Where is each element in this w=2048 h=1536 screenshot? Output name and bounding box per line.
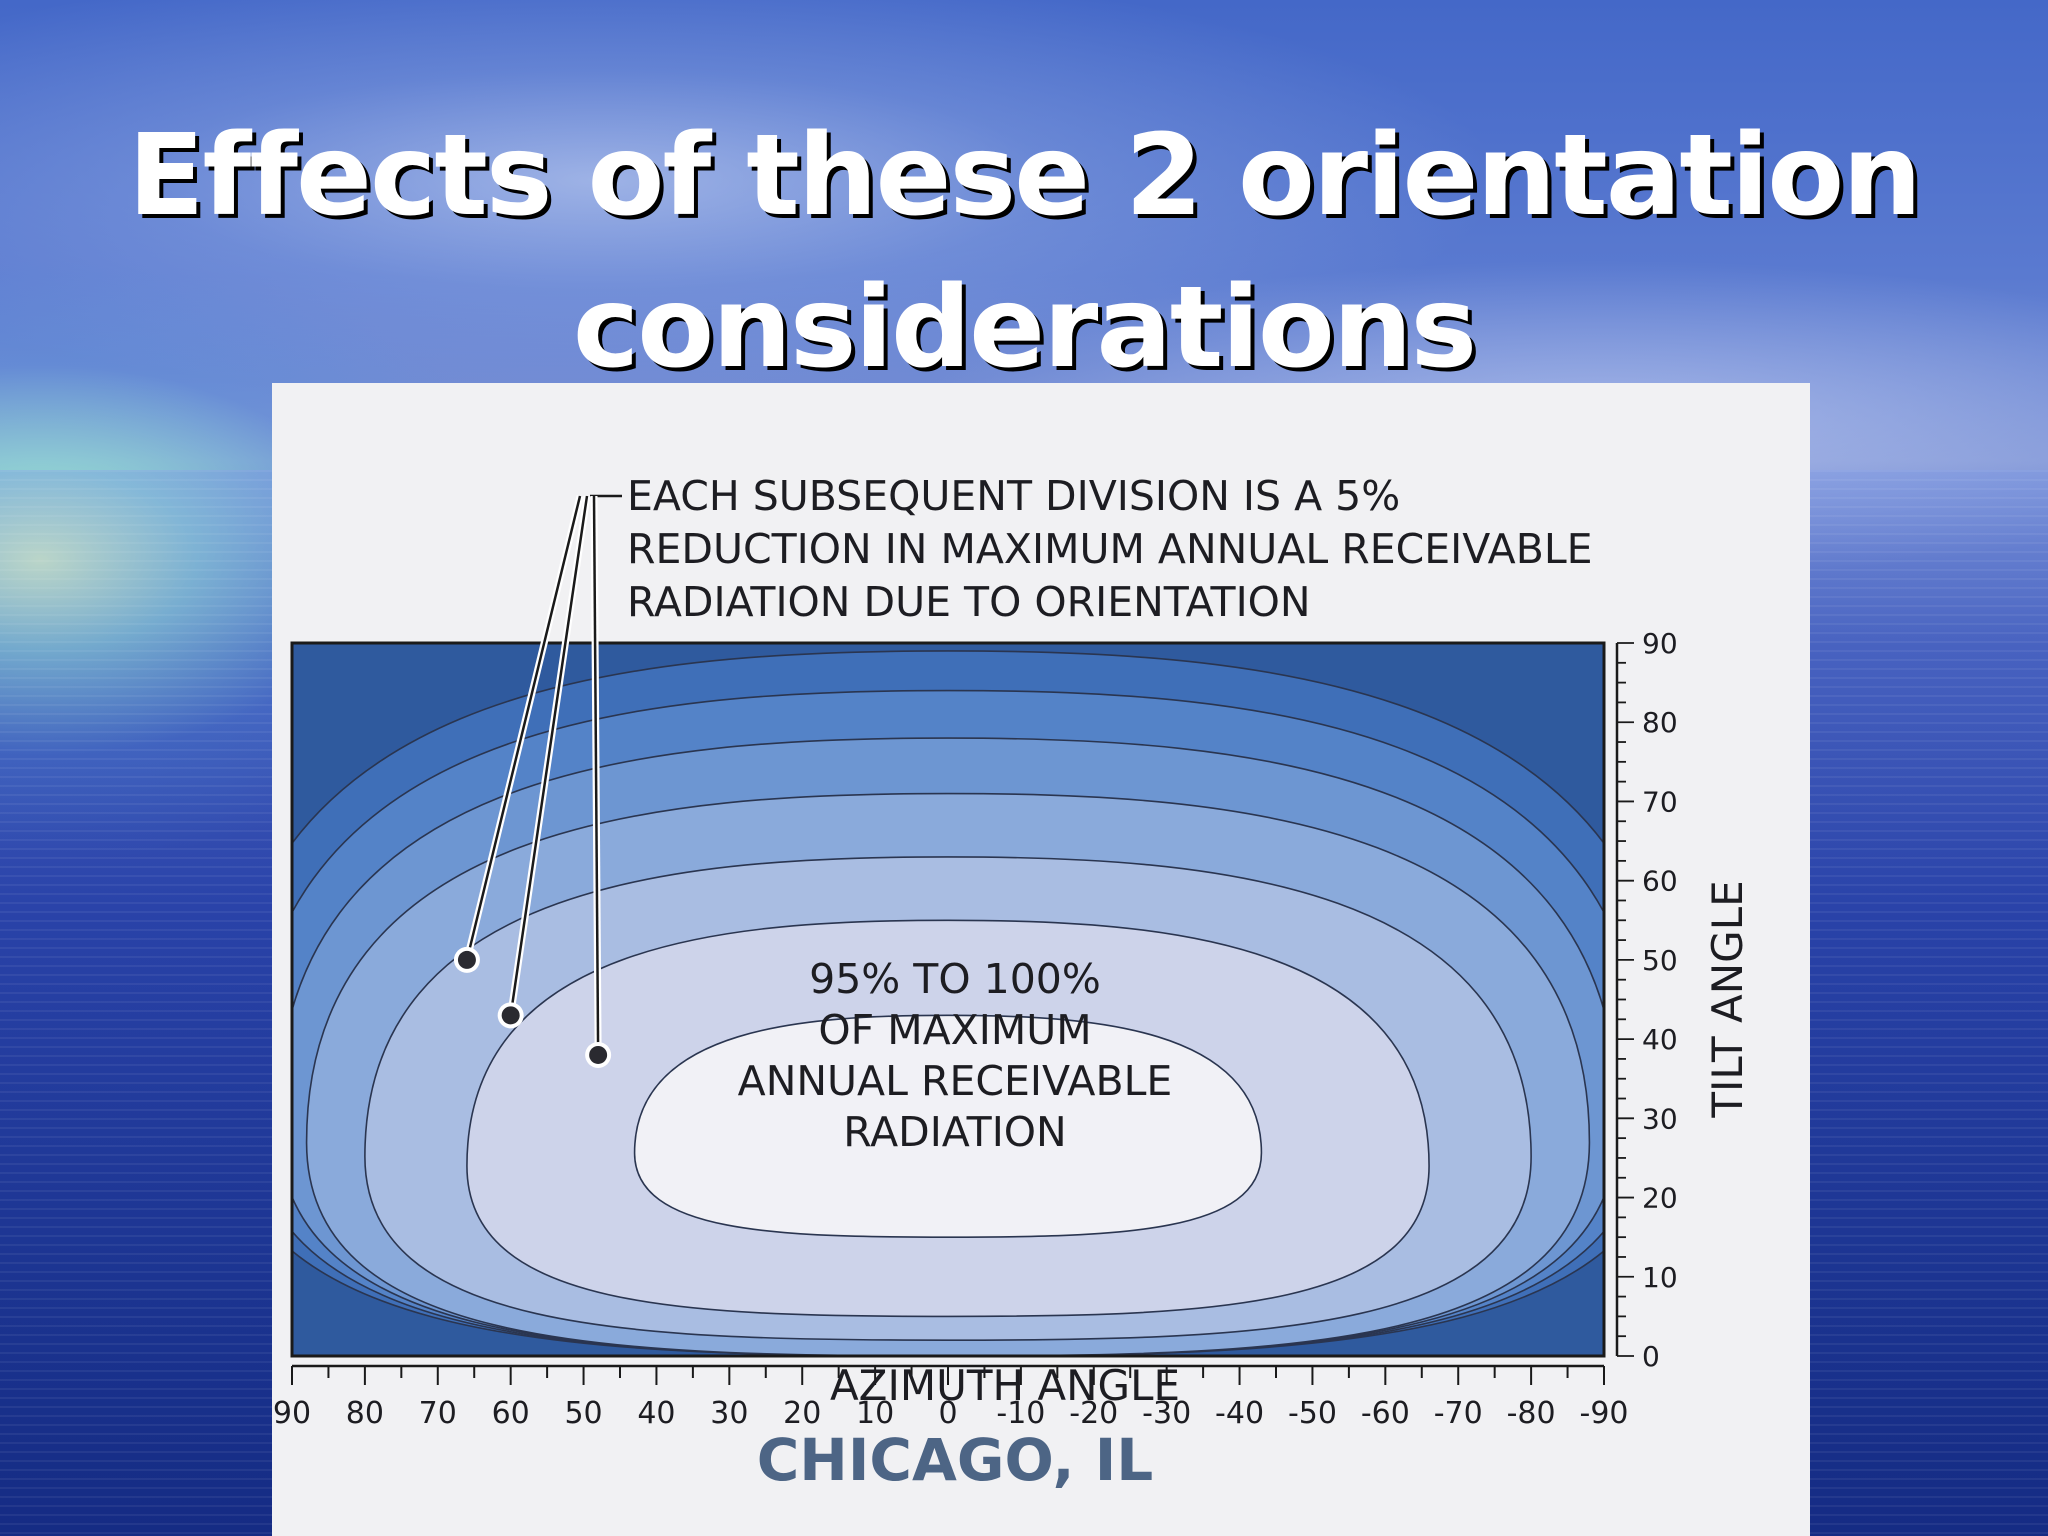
leader-line	[592, 495, 600, 1055]
center-label-line-2: OF MAXIMUM	[818, 1006, 1091, 1054]
y-axis: 90 80 70 60 50 40 30 20 10 0	[1615, 627, 1678, 1373]
x-axis: 90 80 70 60 50 40 30 20 10 0 -10 -20 -30 -40 -50 -60 -70…	[273, 1364, 1629, 1431]
x-tick-label: 20	[783, 1396, 821, 1431]
x-tick-label: 60	[492, 1396, 530, 1431]
y-axis-label: TILT ANGLE	[1703, 880, 1752, 1118]
x-tick-label: 10	[856, 1396, 894, 1431]
contour-band-95	[633, 1014, 1263, 1238]
x-tick-label: 80	[346, 1396, 384, 1431]
x-tick-label: -40	[1215, 1396, 1264, 1431]
y-tick-label: 10	[1642, 1261, 1678, 1294]
x-tick-label: -70	[1434, 1396, 1483, 1431]
x-tick-label: 70	[419, 1396, 457, 1431]
y-tick-label: 50	[1642, 944, 1678, 977]
marker-point	[501, 1006, 520, 1025]
marker-point	[589, 1045, 608, 1064]
y-tick-label: 60	[1642, 865, 1678, 898]
x-tick-label: -10	[996, 1396, 1045, 1431]
contour-chart: EACH SUBSEQUENT DIVISION IS A 5% REDUCTIO…	[273, 472, 1752, 1494]
contour-bands	[292, 650, 1604, 1356]
x-axis-label: AZIMUTH ANGLE	[830, 1361, 1180, 1410]
annotation-line-1: EACH SUBSEQUENT DIVISION IS A 5%	[627, 472, 1400, 520]
x-tick-label: 0	[938, 1396, 957, 1431]
marker-point	[457, 950, 476, 969]
leader-line	[509, 495, 589, 1016]
slide-title-line-1: Effects of these 2 orientation	[128, 111, 1922, 241]
leader-line	[465, 495, 582, 961]
y-tick-label: 70	[1642, 785, 1678, 818]
y-tick-label: 30	[1642, 1102, 1678, 1135]
chart-figure: EACH SUBSEQUENT DIVISION IS A 5% REDUCTIO…	[272, 383, 1810, 1536]
x-tick-label: -90	[1580, 1396, 1629, 1431]
annotation-leaders	[463, 494, 622, 1055]
x-tick-label: -80	[1507, 1396, 1556, 1431]
center-label-line-3: ANNUAL RECEIVABLE	[738, 1057, 1173, 1105]
annotation-line-2: REDUCTION IN MAXIMUM ANNUAL RECEIVABLE	[627, 525, 1593, 573]
x-tick-label: 90	[273, 1396, 311, 1431]
y-tick-label: 80	[1642, 706, 1678, 739]
location-label: CHICAGO, IL	[757, 1426, 1154, 1494]
x-tick-label: -50	[1288, 1396, 1337, 1431]
annotation-line-3: RADIATION DUE TO ORIENTATION	[627, 578, 1311, 626]
x-tick-label: -20	[1069, 1396, 1118, 1431]
x-tick-label: 50	[564, 1396, 602, 1431]
x-tick-label: -30	[1142, 1396, 1191, 1431]
y-tick-label: 40	[1642, 1023, 1678, 1056]
center-label-line-1: 95% TO 100%	[809, 955, 1101, 1003]
x-tick-label: -60	[1361, 1396, 1410, 1431]
y-tick-label: 20	[1642, 1182, 1678, 1215]
annotation-markers	[453, 946, 612, 1068]
plot-frame	[290, 641, 1606, 1358]
slide-title: Effects of these 2 orientation considera…	[0, 100, 2048, 404]
annotation-text: EACH SUBSEQUENT DIVISION IS A 5% REDUCTIO…	[627, 472, 1593, 626]
center-label-line-4: RADIATION	[843, 1108, 1066, 1156]
x-tick-label: 30	[710, 1396, 748, 1431]
slide-title-line-2: considerations	[572, 263, 1477, 393]
y-tick-label: 90	[1642, 627, 1678, 660]
y-tick-label: 0	[1642, 1340, 1660, 1373]
x-tick-label: 40	[637, 1396, 675, 1431]
